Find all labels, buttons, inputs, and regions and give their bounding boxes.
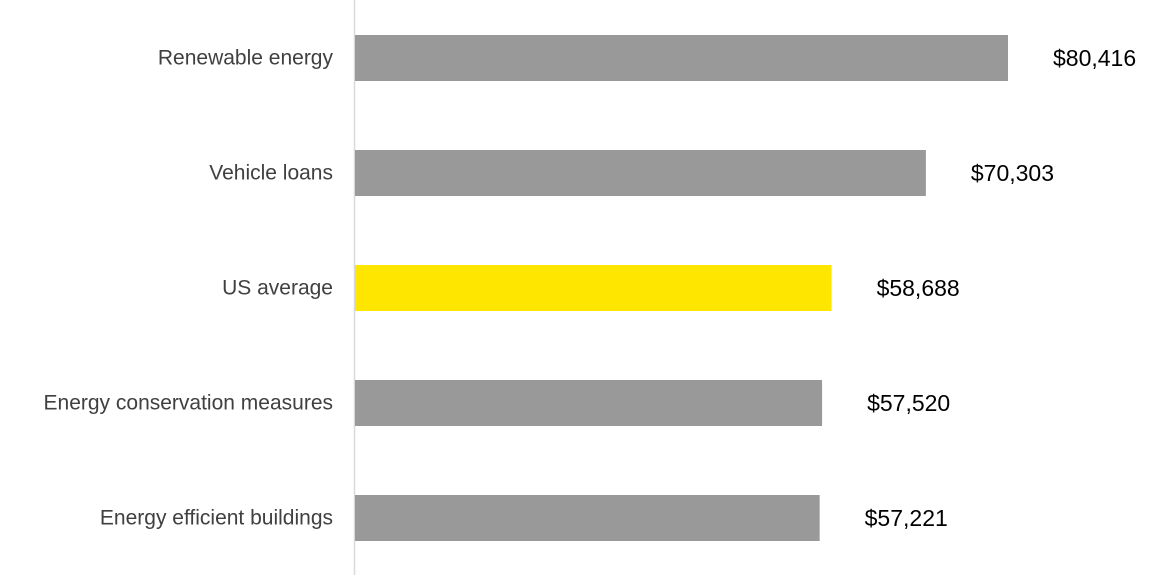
bar [355, 35, 1008, 81]
value-label: $57,221 [865, 505, 948, 531]
value-label: $70,303 [971, 160, 1054, 186]
category-labels: Renewable energy Vehicle loans US average E… [44, 47, 334, 530]
category-label: Energy conservation measures [44, 392, 333, 415]
value-labels: $80,416 $70,303 $58,688 $57,520 $57,221 [865, 45, 1136, 531]
category-label: Energy efficient buildings [100, 507, 333, 530]
value-label: $58,688 [877, 275, 960, 301]
bar [355, 495, 820, 541]
bars-group [355, 35, 1008, 541]
category-label: US average [222, 277, 333, 300]
bar [355, 265, 832, 311]
category-label: Renewable energy [158, 47, 334, 70]
bar [355, 380, 823, 426]
bar [355, 150, 926, 196]
value-label: $80,416 [1053, 45, 1136, 71]
value-label: $57,520 [867, 390, 950, 416]
category-label: Vehicle loans [209, 162, 333, 185]
